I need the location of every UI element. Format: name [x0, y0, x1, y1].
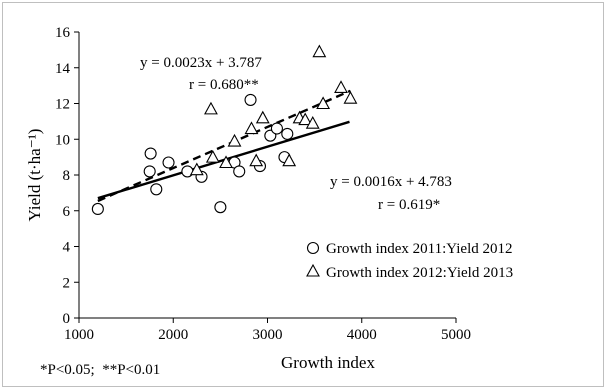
legend-label-2013: Growth index 2012:Yield 2013 [326, 265, 513, 281]
data-points [91, 44, 358, 216]
triangle-point [343, 90, 358, 104]
circle-point [214, 201, 227, 214]
triangle-point [334, 80, 348, 93]
x-tick-label: 1000 [64, 327, 94, 343]
r-label-2013: r = 0.680** [189, 77, 259, 93]
circle-point [91, 202, 104, 216]
x-axis-title: Growth index [281, 353, 375, 372]
y-tick-label: 12 [55, 97, 70, 113]
triangle-point [282, 153, 297, 167]
triangle-point [312, 44, 327, 58]
x-tick-label: 2000 [158, 327, 188, 343]
y-tick-label: 2 [63, 275, 71, 291]
equation-2013: y = 0.0023x + 3.787 [140, 55, 262, 71]
triangle-point [316, 96, 331, 110]
circle-point [233, 165, 246, 178]
x-tick-label: 4000 [347, 327, 377, 343]
circle-point [270, 122, 283, 135]
y-tick-label: 14 [55, 61, 71, 77]
legend-circle-marker [306, 241, 320, 255]
triangle-point [205, 149, 220, 163]
y-tick-label: 8 [63, 168, 71, 184]
triangle-point [189, 162, 204, 176]
legend-triangle-marker [306, 263, 320, 277]
legend-label-2012: Growth index 2011:Yield 2012 [326, 241, 513, 257]
y-tick-label: 0 [63, 311, 71, 327]
axes: 0 2 4 6 8 10 12 14 16 1000 2000 3000 4000 5000 [55, 25, 471, 343]
x-tick-label: 3000 [253, 327, 283, 343]
circle-point [181, 165, 194, 178]
circle-point [162, 156, 175, 169]
circle-point [281, 127, 294, 140]
chart-frame [2, 2, 604, 387]
r-label-2012: r = 0.619* [378, 197, 440, 213]
triangle-point [255, 110, 270, 124]
legend: Growth index 2011:Yield 2012 Growth inde… [306, 241, 513, 281]
triangle-point [227, 133, 242, 147]
y-tick-label: 6 [63, 204, 71, 220]
triangle-point [244, 121, 259, 135]
equation-2012: y = 0.0016x + 4.783 [330, 174, 452, 190]
circle-point [244, 93, 257, 106]
circle-point [143, 165, 156, 178]
triangle-point [305, 116, 320, 129]
circle-point [144, 147, 157, 160]
y-tick-label: 10 [55, 132, 70, 148]
triangle-point [219, 155, 233, 169]
trendline-2013 [97, 89, 351, 203]
triangle-point [298, 112, 313, 126]
y-axis-title: Yield (t·ha⁻¹) [25, 129, 44, 222]
triangle-point [204, 101, 218, 115]
y-tick-label: 16 [55, 25, 71, 41]
x-tick-label: 5000 [441, 327, 471, 343]
footnote: *P<0.05; **P<0.01 [40, 362, 160, 378]
triangle-point [249, 153, 264, 167]
trendlines [97, 89, 351, 203]
circle-point [150, 183, 163, 196]
y-tick-label: 4 [63, 240, 71, 256]
